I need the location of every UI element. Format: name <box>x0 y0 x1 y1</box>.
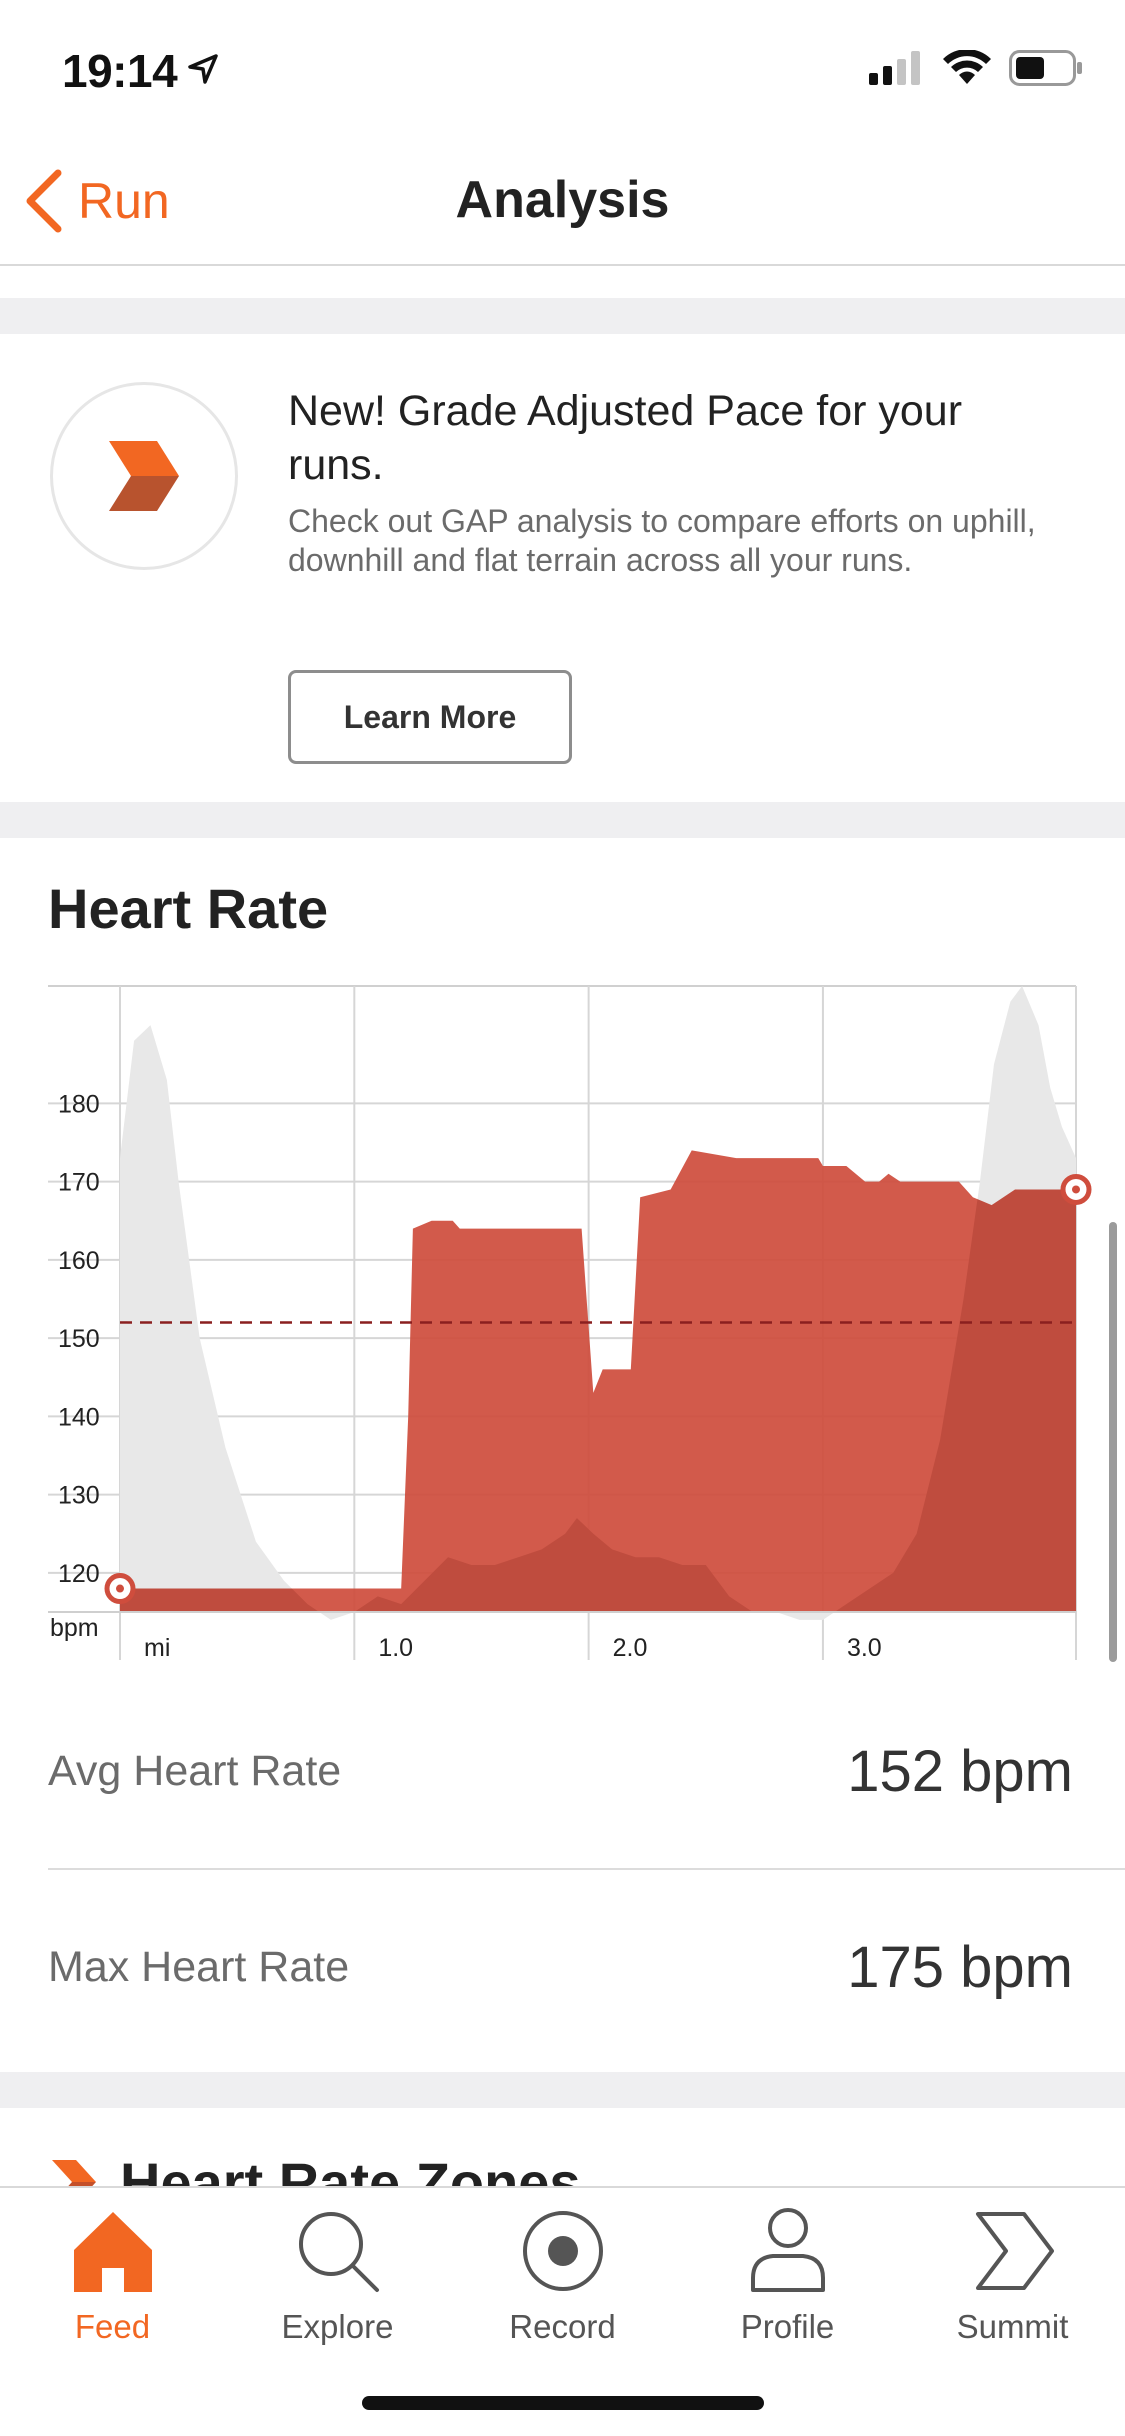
x-tick-label: 2.0 <box>613 1634 648 1662</box>
section-divider <box>0 802 1125 838</box>
avg-heart-rate-label: Avg Heart Rate <box>48 1746 342 1795</box>
y-tick-label: 130 <box>58 1482 100 1510</box>
promo-title: New! Grade Adjusted Pace for your runs. <box>288 387 963 489</box>
chevron-left-icon <box>26 169 62 233</box>
navigation-bar: Run Analysis <box>0 130 1125 266</box>
x-tick-label: 3.0 <box>847 1634 882 1662</box>
y-tick-label: 120 <box>58 1560 100 1588</box>
tab-label: Profile <box>740 2308 835 2345</box>
heart-rate-zones-section[interactable]: Heart Rate Zones <box>0 2108 1125 2188</box>
scrub-handle-dot <box>116 1584 124 1593</box>
heart-rate-zones-title: Heart Rate Zones <box>120 2151 581 2188</box>
status-time: 19:14 <box>62 45 178 97</box>
home-icon <box>73 2212 152 2292</box>
y-tick-label: 150 <box>58 1325 100 1353</box>
tab-explore[interactable]: Explore <box>225 2206 450 2366</box>
summit-chevron-icon <box>109 441 179 511</box>
wifi-icon <box>943 50 991 84</box>
back-button[interactable]: Run <box>24 166 170 236</box>
battery-icon <box>1009 50 1082 86</box>
tab-summit[interactable]: Summit <box>900 2206 1125 2366</box>
y-tick-label: 140 <box>58 1403 100 1431</box>
heart-rate-title: Heart Rate <box>48 877 329 940</box>
tab-feed[interactable]: Feed <box>0 2206 225 2366</box>
tab-label: Feed <box>74 2308 151 2345</box>
status-bar: 19:14 <box>0 0 1125 130</box>
summit-icon <box>975 2212 1054 2290</box>
y-tick-label: 160 <box>58 1247 100 1275</box>
tab-label: Summit <box>956 2308 1069 2345</box>
tab-label: Record <box>509 2308 616 2345</box>
section-divider <box>0 2072 1125 2108</box>
tab-bar: Feed Explore Record Profile Summit <box>0 2186 1125 2436</box>
page-title: Analysis <box>455 171 670 229</box>
record-icon <box>522 2211 603 2291</box>
divider <box>48 1868 1125 1870</box>
tab-label: Explore <box>281 2308 394 2345</box>
max-heart-rate-label: Max Heart Rate <box>48 1942 350 1991</box>
section-divider <box>0 298 1125 334</box>
heart-rate-chart[interactable]: 120 130 140 150 160 170 180 mi 1.0 2.0 3.0 bpm <box>0 838 1125 1668</box>
y-tick-label: 180 <box>58 1090 100 1118</box>
chevron-right-icon <box>52 2160 96 2188</box>
x-tick-label: 1.0 <box>378 1634 413 1662</box>
location-arrow-icon <box>188 54 218 84</box>
heart-rate-area <box>120 1150 1076 1612</box>
tab-record[interactable]: Record <box>450 2206 675 2366</box>
search-icon <box>298 2212 379 2292</box>
home-indicator <box>362 2396 764 2410</box>
avg-heart-rate-value: 152 bpm <box>847 1738 1073 1804</box>
x-axis-unit-label: mi <box>144 1634 170 1662</box>
scrub-handle-dot <box>1072 1185 1080 1194</box>
heart-rate-section: Heart Rate 120 130 140 150 160 170 180 mi 1.0 2.0… <box>0 838 1125 2072</box>
y-axis-unit-label: bpm <box>50 1614 99 1642</box>
y-tick-label: 170 <box>58 1169 100 1197</box>
profile-icon <box>750 2208 825 2292</box>
cellular-signal-icon <box>869 51 920 85</box>
scroll-indicator <box>1109 1222 1117 1662</box>
max-heart-rate-row: Max Heart Rate 175 bpm <box>48 1870 1125 2064</box>
max-heart-rate-value: 175 bpm <box>847 1934 1073 2000</box>
strava-summit-logo <box>50 382 238 570</box>
gap-promo-card: New! Grade Adjusted Pace for your runs. … <box>0 334 1125 802</box>
avg-heart-rate-row: Avg Heart Rate 152 bpm <box>48 1674 1125 1868</box>
back-label: Run <box>78 173 170 229</box>
promo-description: Check out GAP analysis to compare effort… <box>288 503 1036 578</box>
learn-more-button[interactable]: Learn More <box>288 670 572 764</box>
tab-profile[interactable]: Profile <box>675 2206 900 2366</box>
